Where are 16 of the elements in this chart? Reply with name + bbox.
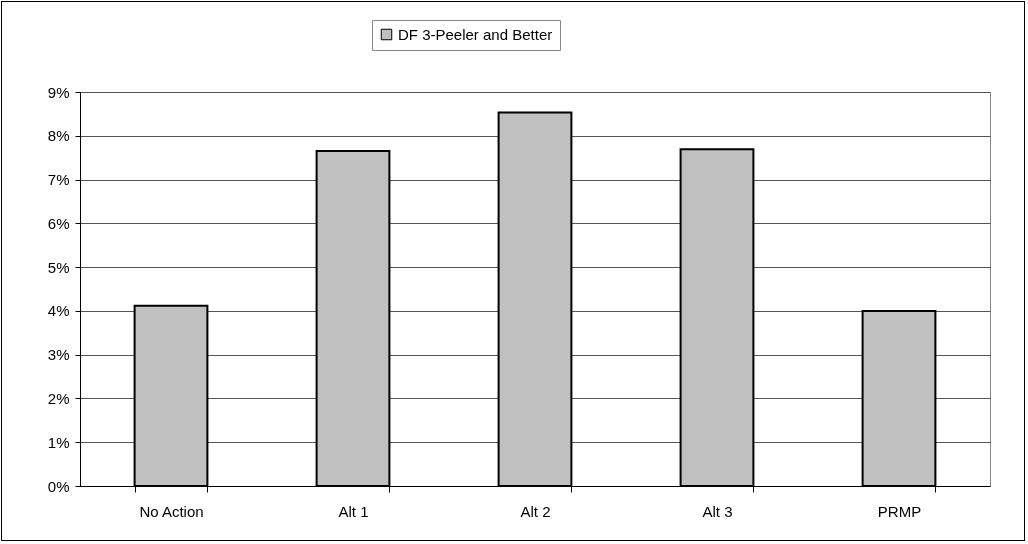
y-tick-label: 1% (47, 433, 70, 451)
x-tick-label: Alt 1 (338, 502, 369, 520)
y-tick-label: 0% (47, 477, 70, 495)
y-tick-label: 6% (47, 214, 70, 232)
y-tick-label: 3% (47, 346, 70, 364)
y-tick-label: 4% (47, 302, 70, 320)
y-tick-label: 5% (47, 258, 70, 276)
x-tick-label: Alt 2 (520, 502, 551, 520)
y-tick-label: 9% (47, 83, 70, 101)
x-tick-label: PRMP (877, 502, 922, 520)
legend-label: DF 3-Peeler and Better (398, 25, 553, 43)
x-tick-label: No Action (139, 502, 204, 520)
y-tick-label: 2% (47, 389, 70, 407)
y-tick-label: 7% (47, 171, 70, 189)
y-tick-label: 8% (47, 127, 70, 145)
x-tick-label: Alt 3 (702, 502, 733, 520)
